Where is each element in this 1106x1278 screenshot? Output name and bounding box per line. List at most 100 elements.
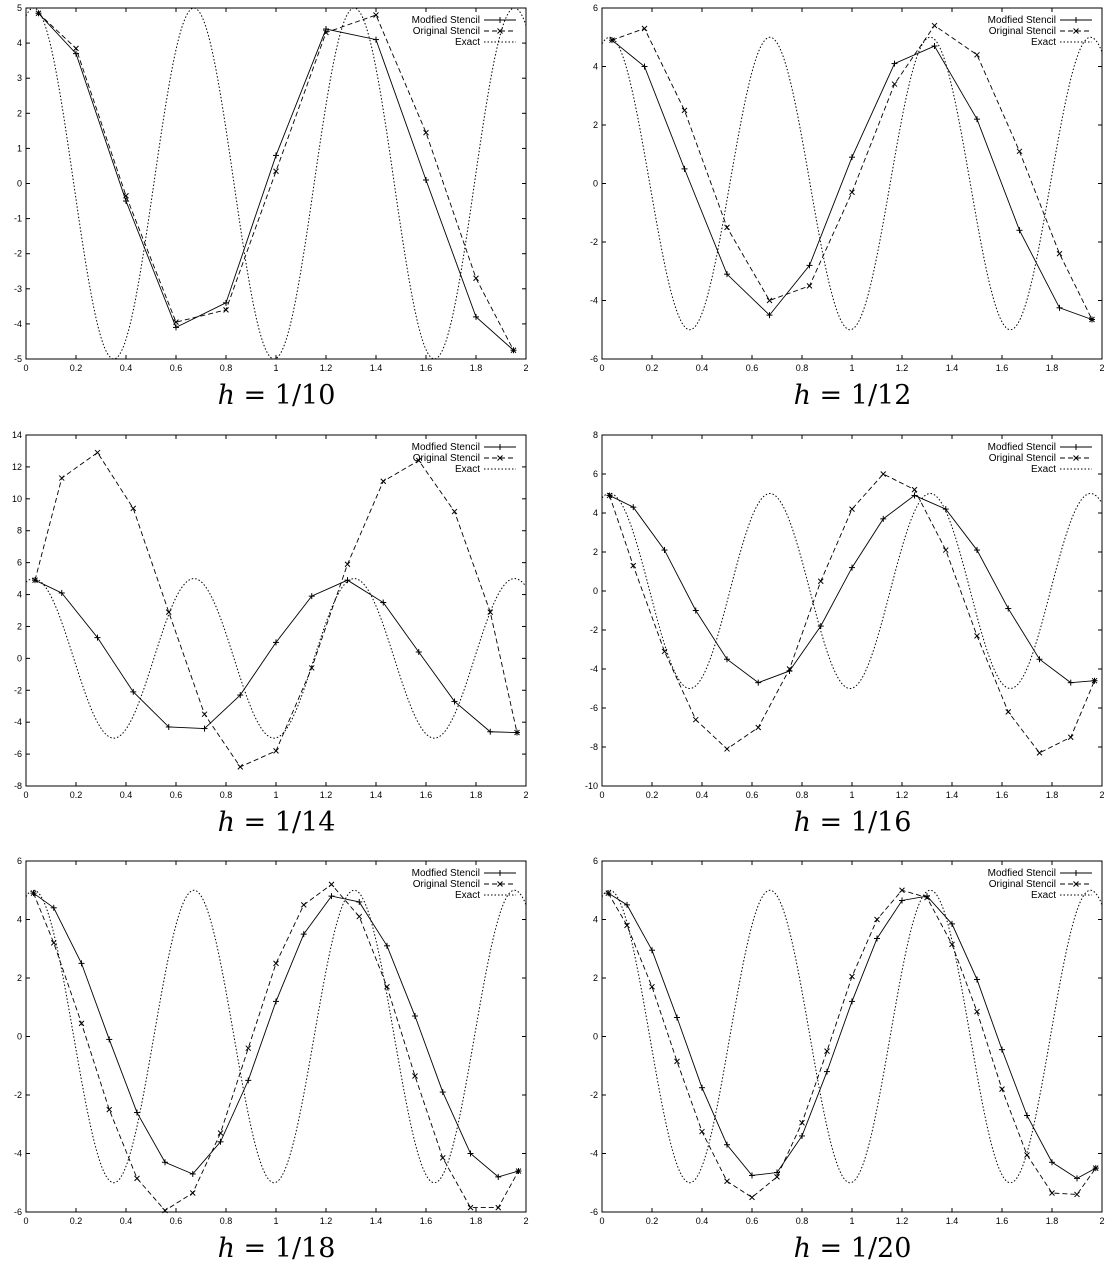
legend-label: Original Stencil: [989, 26, 1056, 37]
data-point-cross: [30, 890, 37, 897]
y-tick-label: -6: [590, 703, 598, 713]
x-tick-label: 0: [23, 1216, 28, 1226]
y-tick-label: 0: [17, 1032, 22, 1042]
data-point-plus: [755, 679, 762, 686]
legend-label: Original Stencil: [413, 26, 480, 37]
data-point-cross: [356, 913, 363, 920]
data-point-plus: [641, 63, 648, 70]
data-point-cross: [1089, 316, 1095, 323]
panel-caption: h = 1/12: [576, 380, 1106, 411]
data-point-plus: [273, 998, 279, 1005]
legend-label: Exact: [1031, 37, 1056, 48]
x-tick-label: 0.8: [796, 363, 809, 373]
data-point-cross: [1067, 734, 1074, 741]
chart-svg: 0 0.2 0.4 0.6 0.8 1 1.2 1.4 1.6 1.8 2 -6 -4 -2 0 2 4 6 Mod…: [14, 856, 529, 1226]
data-point-cross: [692, 716, 699, 723]
caption-value: 1/14: [274, 807, 336, 838]
legend-label: Exact: [1031, 890, 1056, 901]
data-point-cross: [806, 283, 813, 289]
data-point-cross: [849, 189, 855, 196]
y-tick-label: 6: [593, 856, 598, 866]
data-point-cross: [245, 1045, 252, 1052]
legend-label: Exact: [455, 890, 480, 901]
y-tick-label: 12: [12, 462, 22, 472]
y-tick-label: -3: [14, 284, 22, 294]
x-tick-label: 1: [273, 790, 278, 800]
y-tick-label: -10: [585, 781, 598, 791]
series-line: [602, 889, 1102, 1184]
data-point-cross: [510, 347, 517, 354]
data-point-cross: [724, 746, 730, 752]
caption-equals: =: [234, 1233, 275, 1264]
caption-variable: h: [793, 380, 811, 411]
data-point-cross: [412, 1073, 418, 1079]
x-tick-label: 2: [1099, 1216, 1104, 1226]
y-tick-label: 0: [593, 179, 598, 189]
series-line: [609, 494, 1095, 684]
y-tick-label: 2: [17, 973, 22, 983]
data-point-cross: [931, 22, 938, 29]
data-point-plus: [50, 904, 57, 911]
data-point-cross: [899, 887, 905, 894]
legend-label: Original Stencil: [989, 453, 1056, 464]
data-point-plus: [949, 920, 955, 927]
data-point-cross: [661, 648, 668, 655]
y-tick-label: -2: [14, 1090, 22, 1100]
data-point-plus: [1056, 304, 1063, 311]
series-dashed: [607, 889, 1097, 1198]
series-dotted: [26, 578, 526, 739]
data-point-plus: [223, 299, 229, 306]
x-tick-label: 1: [273, 1216, 278, 1226]
data-point-plus: [439, 1089, 446, 1096]
series-dotted: [602, 492, 1102, 689]
x-tick-label: 0.4: [120, 363, 133, 373]
x-tick-label: 0.4: [120, 1216, 133, 1226]
y-tick-label: 0: [593, 586, 598, 596]
data-point-cross: [514, 729, 520, 736]
x-tick-label: 1.6: [996, 363, 1009, 373]
series-line: [602, 36, 1102, 331]
data-point-cross: [134, 1175, 140, 1182]
x-tick-label: 1.8: [470, 790, 483, 800]
data-point-cross: [217, 1130, 224, 1136]
x-tick-label: 2: [523, 1216, 528, 1226]
caption-value: 1/10: [274, 380, 336, 411]
legend-label: Original Stencil: [989, 879, 1056, 890]
y-tick-label: 6: [17, 856, 22, 866]
data-point-cross: [130, 505, 137, 512]
y-tick-label: 4: [17, 590, 22, 600]
chart-panel-1: 0 0.2 0.4 0.6 0.8 1 1.2 1.4 1.6 1.8 2 -5 -4 -3 -2 -1 0 1 2…: [0, 0, 553, 425]
data-point-plus: [817, 623, 824, 630]
data-point-cross: [1049, 1190, 1055, 1196]
x-tick-label: 0: [599, 363, 604, 373]
series-line: [33, 892, 519, 1178]
y-tick-label: 4: [593, 508, 598, 518]
x-tick-label: 1.6: [420, 790, 433, 800]
x-tick-label: 1.6: [420, 363, 433, 373]
series-line: [26, 889, 526, 1184]
x-tick-label: 1: [849, 790, 854, 800]
y-tick-label: 0: [17, 653, 22, 663]
series-line: [611, 39, 1093, 320]
x-tick-label: 1.2: [896, 1216, 909, 1226]
y-tick-label: -4: [14, 319, 22, 329]
y-tick-label: 0: [593, 1032, 598, 1042]
x-tick-label: 1.8: [470, 1216, 483, 1226]
data-point-cross: [495, 1204, 502, 1211]
series-line: [611, 24, 1093, 320]
series-dotted: [602, 36, 1102, 331]
data-point-cross: [173, 319, 179, 325]
chart-svg: 0 0.2 0.4 0.6 0.8 1 1.2 1.4 1.6 1.8 2 -5 -4 -3 -2 -1 0 1 2…: [14, 3, 529, 373]
y-tick-label: 0: [17, 179, 22, 189]
x-tick-label: 0.8: [220, 363, 233, 373]
series-solid: [34, 579, 518, 733]
series-line: [608, 892, 1096, 1179]
data-point-cross: [891, 81, 898, 87]
data-point-plus: [1074, 1175, 1080, 1182]
data-point-cross: [451, 508, 458, 515]
caption-variable: h: [217, 380, 235, 411]
x-tick-label: 2: [1099, 363, 1104, 373]
panel-caption: h = 1/16: [576, 807, 1106, 838]
